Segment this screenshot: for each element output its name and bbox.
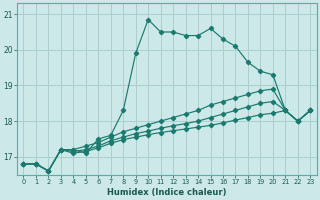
X-axis label: Humidex (Indice chaleur): Humidex (Indice chaleur) [107, 188, 227, 197]
